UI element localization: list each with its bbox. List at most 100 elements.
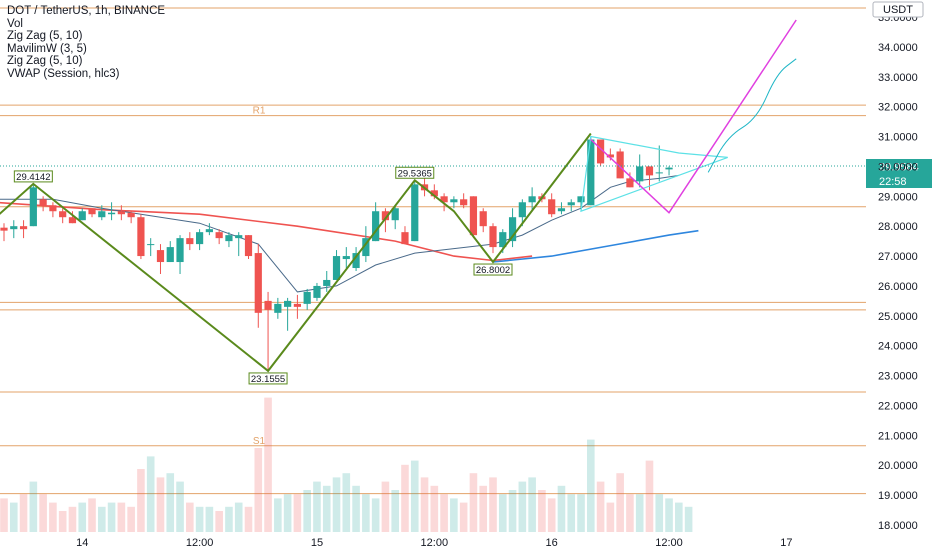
candle-body (626, 178, 634, 188)
projection-line (590, 19, 797, 214)
candle-body (166, 247, 174, 263)
candle-body (303, 291, 311, 304)
volume-bar (606, 502, 615, 532)
price-tick-label: 18.0000 (878, 520, 918, 532)
chart-legend: DOT / TetherUS, 1h, BINANCE Vol Zig Zag … (7, 5, 165, 81)
indicator-vwap[interactable]: VWAP (Session, hlc3) (7, 67, 120, 80)
candle-body (147, 244, 155, 246)
volume-bar (254, 448, 263, 532)
zigzag-label-box (473, 263, 513, 276)
volume-bar (420, 477, 429, 532)
countdown-value: 22:58 (879, 176, 907, 188)
volume-bar (107, 502, 116, 532)
candle-body (528, 196, 536, 203)
price-tick-label: 31.0000 (878, 132, 918, 144)
indicator-vol[interactable]: Vol (7, 17, 23, 30)
candle-body (205, 229, 213, 233)
volume-bar (410, 460, 419, 532)
volume-bar (342, 473, 351, 532)
zigzag-label: 26.8002 (476, 265, 510, 276)
volume-bar (9, 502, 18, 532)
price-tick-label: 20.0000 (878, 460, 918, 472)
volume-bar (675, 502, 683, 532)
indicator-zigzag-1[interactable]: Zig Zag (5, 10) (7, 30, 83, 43)
price-tick-label: 23.0000 (878, 371, 918, 383)
candle-body (401, 232, 409, 245)
candle-body (264, 300, 272, 310)
price-tick-label: 21.0000 (878, 430, 918, 442)
price-tick-label: 32.0000 (878, 102, 918, 114)
symbol-title[interactable]: DOT / TetherUS, 1h, BINANCE (7, 5, 166, 17)
candle-body (39, 199, 47, 206)
candle-body (127, 212, 135, 218)
volume-bar (626, 494, 634, 532)
time-tick-label: 14 (76, 537, 88, 549)
candle-body (460, 199, 468, 206)
candles (0, 136, 673, 370)
price-tick-label: 24.0000 (878, 341, 918, 353)
volume-bar (88, 498, 96, 532)
candle-body (235, 235, 243, 239)
drawings (580, 19, 797, 214)
volume-bar (0, 498, 8, 532)
candle-body (332, 256, 341, 280)
candle-body (29, 187, 37, 227)
volume-bar (381, 481, 390, 532)
candle-body (391, 208, 399, 221)
volume-bar (313, 481, 321, 532)
vwap-blue-line (492, 229, 699, 263)
volume-bar (274, 498, 282, 532)
volume-bar (322, 485, 331, 532)
volume-bar (58, 511, 67, 532)
currency-box[interactable] (872, 1, 924, 18)
candle-body (68, 217, 77, 224)
candle-body (499, 232, 507, 248)
time-tick-label: 12:00 (421, 537, 449, 549)
volume-bar (469, 473, 478, 532)
volume-bar (127, 506, 135, 532)
candle-body (440, 196, 448, 203)
zigzag-label: 29.5365 (398, 168, 432, 179)
volume-bar (225, 506, 233, 532)
volume-bar (98, 506, 106, 532)
candle-body (274, 303, 282, 313)
price-tick-label: 26.0000 (878, 281, 918, 293)
countdown-badge (866, 174, 932, 188)
volume-bar (538, 490, 546, 532)
indicator-zigzag-2[interactable]: Zig Zag (5, 10) (7, 55, 83, 68)
time-axis[interactable]: 14 12:00 15 12:00 16 12:00 17 (0, 534, 866, 550)
volume-bar (587, 439, 595, 532)
volume-bar (665, 498, 673, 532)
pivot-label: S1 (253, 436, 266, 447)
volume-bar (498, 494, 507, 532)
candle-body (59, 211, 67, 218)
volume-bar (528, 477, 536, 532)
last-price-badge (866, 159, 932, 174)
pivot-label: R1 (253, 106, 266, 117)
price-axis[interactable]: 29.9584 22:58 34.0000 33.0000 32.0000 31.00… (866, 0, 932, 550)
price-tick-label: 19.0000 (878, 490, 918, 502)
indicator-mavilimw[interactable]: MavilimW (3, 5) (7, 42, 87, 55)
candle-body (372, 211, 380, 242)
volume-bar (401, 464, 409, 532)
candle-body (313, 285, 321, 298)
time-tick-label: 17 (780, 537, 792, 549)
time-tick-label: 12:00 (655, 537, 683, 549)
volume-bar (215, 511, 223, 532)
candle-body (244, 235, 253, 257)
time-tick-label: 12:00 (186, 537, 214, 549)
volume-bar (518, 481, 527, 532)
candle-body (645, 166, 654, 176)
volume-bar (616, 473, 624, 532)
candle-body (176, 238, 184, 263)
volume-bar (362, 494, 370, 532)
candle-body (254, 253, 262, 313)
volume-bar (137, 469, 145, 532)
volume-bar (39, 494, 47, 532)
candle-body (352, 253, 360, 269)
currency-label: USDT (883, 4, 913, 16)
candle-body (469, 196, 478, 236)
volume-bar (577, 494, 585, 532)
